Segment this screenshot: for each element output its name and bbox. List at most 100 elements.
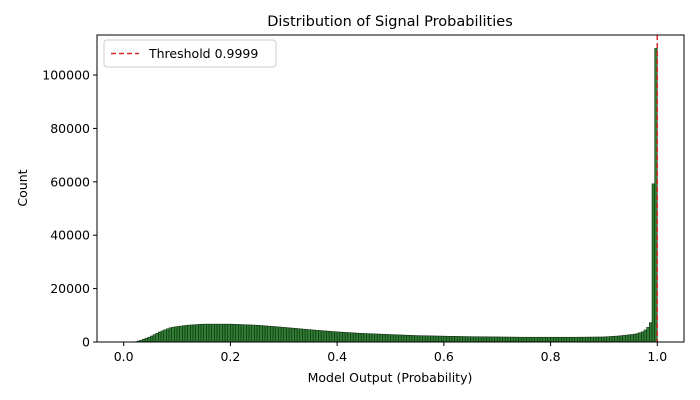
histogram-bar xyxy=(649,322,653,343)
histogram-bar xyxy=(563,336,567,343)
histogram-bar xyxy=(307,329,311,343)
histogram-bar xyxy=(208,323,212,343)
histogram-bar xyxy=(355,332,359,343)
histogram-bar xyxy=(270,326,274,343)
histogram-bar xyxy=(318,330,322,343)
histogram-bar xyxy=(158,331,162,343)
histogram-bar xyxy=(462,336,466,343)
histogram-bar xyxy=(211,323,215,343)
histogram-bar xyxy=(448,336,453,343)
histogram-bar xyxy=(230,323,234,343)
histogram-bar xyxy=(633,333,637,343)
histogram-bar xyxy=(467,336,471,343)
histogram-bar xyxy=(328,331,333,343)
histogram-bar xyxy=(227,323,231,343)
histogram-bar xyxy=(627,334,631,343)
histogram-bar xyxy=(256,325,261,343)
y-tick-label: 80000 xyxy=(50,121,90,136)
y-axis-title: Count xyxy=(15,169,30,206)
histogram-bar xyxy=(358,332,362,343)
histogram-bar xyxy=(523,336,527,343)
histogram-bar xyxy=(574,336,578,343)
histogram-bar xyxy=(283,327,287,343)
histogram-bar xyxy=(643,329,647,343)
histogram-bar xyxy=(243,324,247,343)
histogram-bar xyxy=(550,336,554,343)
histogram-bar xyxy=(571,336,575,343)
histogram-bar xyxy=(160,330,164,343)
axes: 0.0 0.2 0.4 0.6 0.8 1.0 0 20000 40000 60000 80000… xyxy=(42,34,685,364)
histogram-bar xyxy=(147,336,151,343)
histogram-bar xyxy=(171,326,175,343)
histogram-bar xyxy=(619,335,623,343)
histogram-bar xyxy=(507,336,511,343)
histogram-bar xyxy=(190,324,194,343)
histogram-bar xyxy=(416,335,421,343)
histogram-bar xyxy=(496,336,501,343)
histogram-bar xyxy=(259,325,263,343)
histogram-bar xyxy=(464,336,469,343)
x-tick-label: 0.4 xyxy=(327,349,347,364)
histogram-bar xyxy=(360,333,365,343)
x-axis-ticks: 0.0 0.2 0.4 0.6 0.8 1.0 xyxy=(114,342,667,364)
histogram-bar xyxy=(251,324,255,343)
histogram-bar xyxy=(472,336,477,343)
histogram-bar xyxy=(275,326,279,343)
histogram-bar xyxy=(435,335,439,343)
histogram-bar xyxy=(278,326,282,343)
legend-threshold-label: Threshold 0.9999 xyxy=(148,46,258,61)
histogram-bar xyxy=(569,336,573,343)
histogram-bar xyxy=(456,336,461,343)
histogram-bar xyxy=(182,325,186,343)
histogram-bar xyxy=(176,326,180,343)
histogram-bar xyxy=(512,336,517,343)
histogram-bar xyxy=(288,327,293,343)
histogram-bar xyxy=(630,334,634,343)
histogram-bar xyxy=(595,336,599,343)
histogram-bar xyxy=(566,336,570,343)
histogram-bar xyxy=(312,329,317,343)
histogram-bar xyxy=(350,332,354,343)
histogram-bar xyxy=(451,336,455,343)
histogram-bar xyxy=(174,326,178,343)
histogram-bar xyxy=(520,336,525,343)
histogram-bar xyxy=(152,334,156,343)
histogram-bar xyxy=(179,325,183,343)
histogram-bars xyxy=(134,48,658,343)
histogram-bar xyxy=(510,336,514,343)
histogram-bar xyxy=(200,323,204,343)
legend-box xyxy=(103,39,277,68)
histogram-bar xyxy=(379,333,383,343)
histogram-bar xyxy=(267,325,271,343)
histogram-bar xyxy=(376,333,381,343)
y-tick-label: 20000 xyxy=(50,281,90,296)
histogram-bar xyxy=(246,324,250,343)
histogram-bar xyxy=(499,336,503,343)
histogram-bar xyxy=(408,335,413,343)
histogram-bar xyxy=(344,332,349,343)
histogram-bar xyxy=(219,323,223,343)
histogram-bar xyxy=(168,327,172,343)
x-tick-label: 0.8 xyxy=(541,349,561,364)
histogram-bar xyxy=(387,334,391,343)
legend: Threshold 0.9999 xyxy=(103,39,277,68)
histogram-bar xyxy=(483,336,487,343)
histogram-bar xyxy=(371,333,375,343)
histogram-bar xyxy=(216,323,220,343)
y-tick-label: 100000 xyxy=(42,68,90,83)
histogram-bar xyxy=(542,336,546,343)
histogram-bar xyxy=(336,331,341,343)
histogram-bar xyxy=(368,333,373,343)
histogram-bar xyxy=(163,329,167,343)
histogram-bar xyxy=(529,336,533,343)
histogram-bar xyxy=(382,334,386,343)
histogram-bar xyxy=(224,323,228,343)
histogram-bar xyxy=(430,335,434,343)
x-tick-label: 0.0 xyxy=(114,349,134,364)
histogram-bar xyxy=(272,326,277,343)
histogram-bar xyxy=(280,326,285,343)
histogram-bar xyxy=(625,334,629,343)
histogram-bar xyxy=(155,333,159,343)
histogram-bar xyxy=(488,336,493,343)
histogram-bar xyxy=(432,335,437,343)
